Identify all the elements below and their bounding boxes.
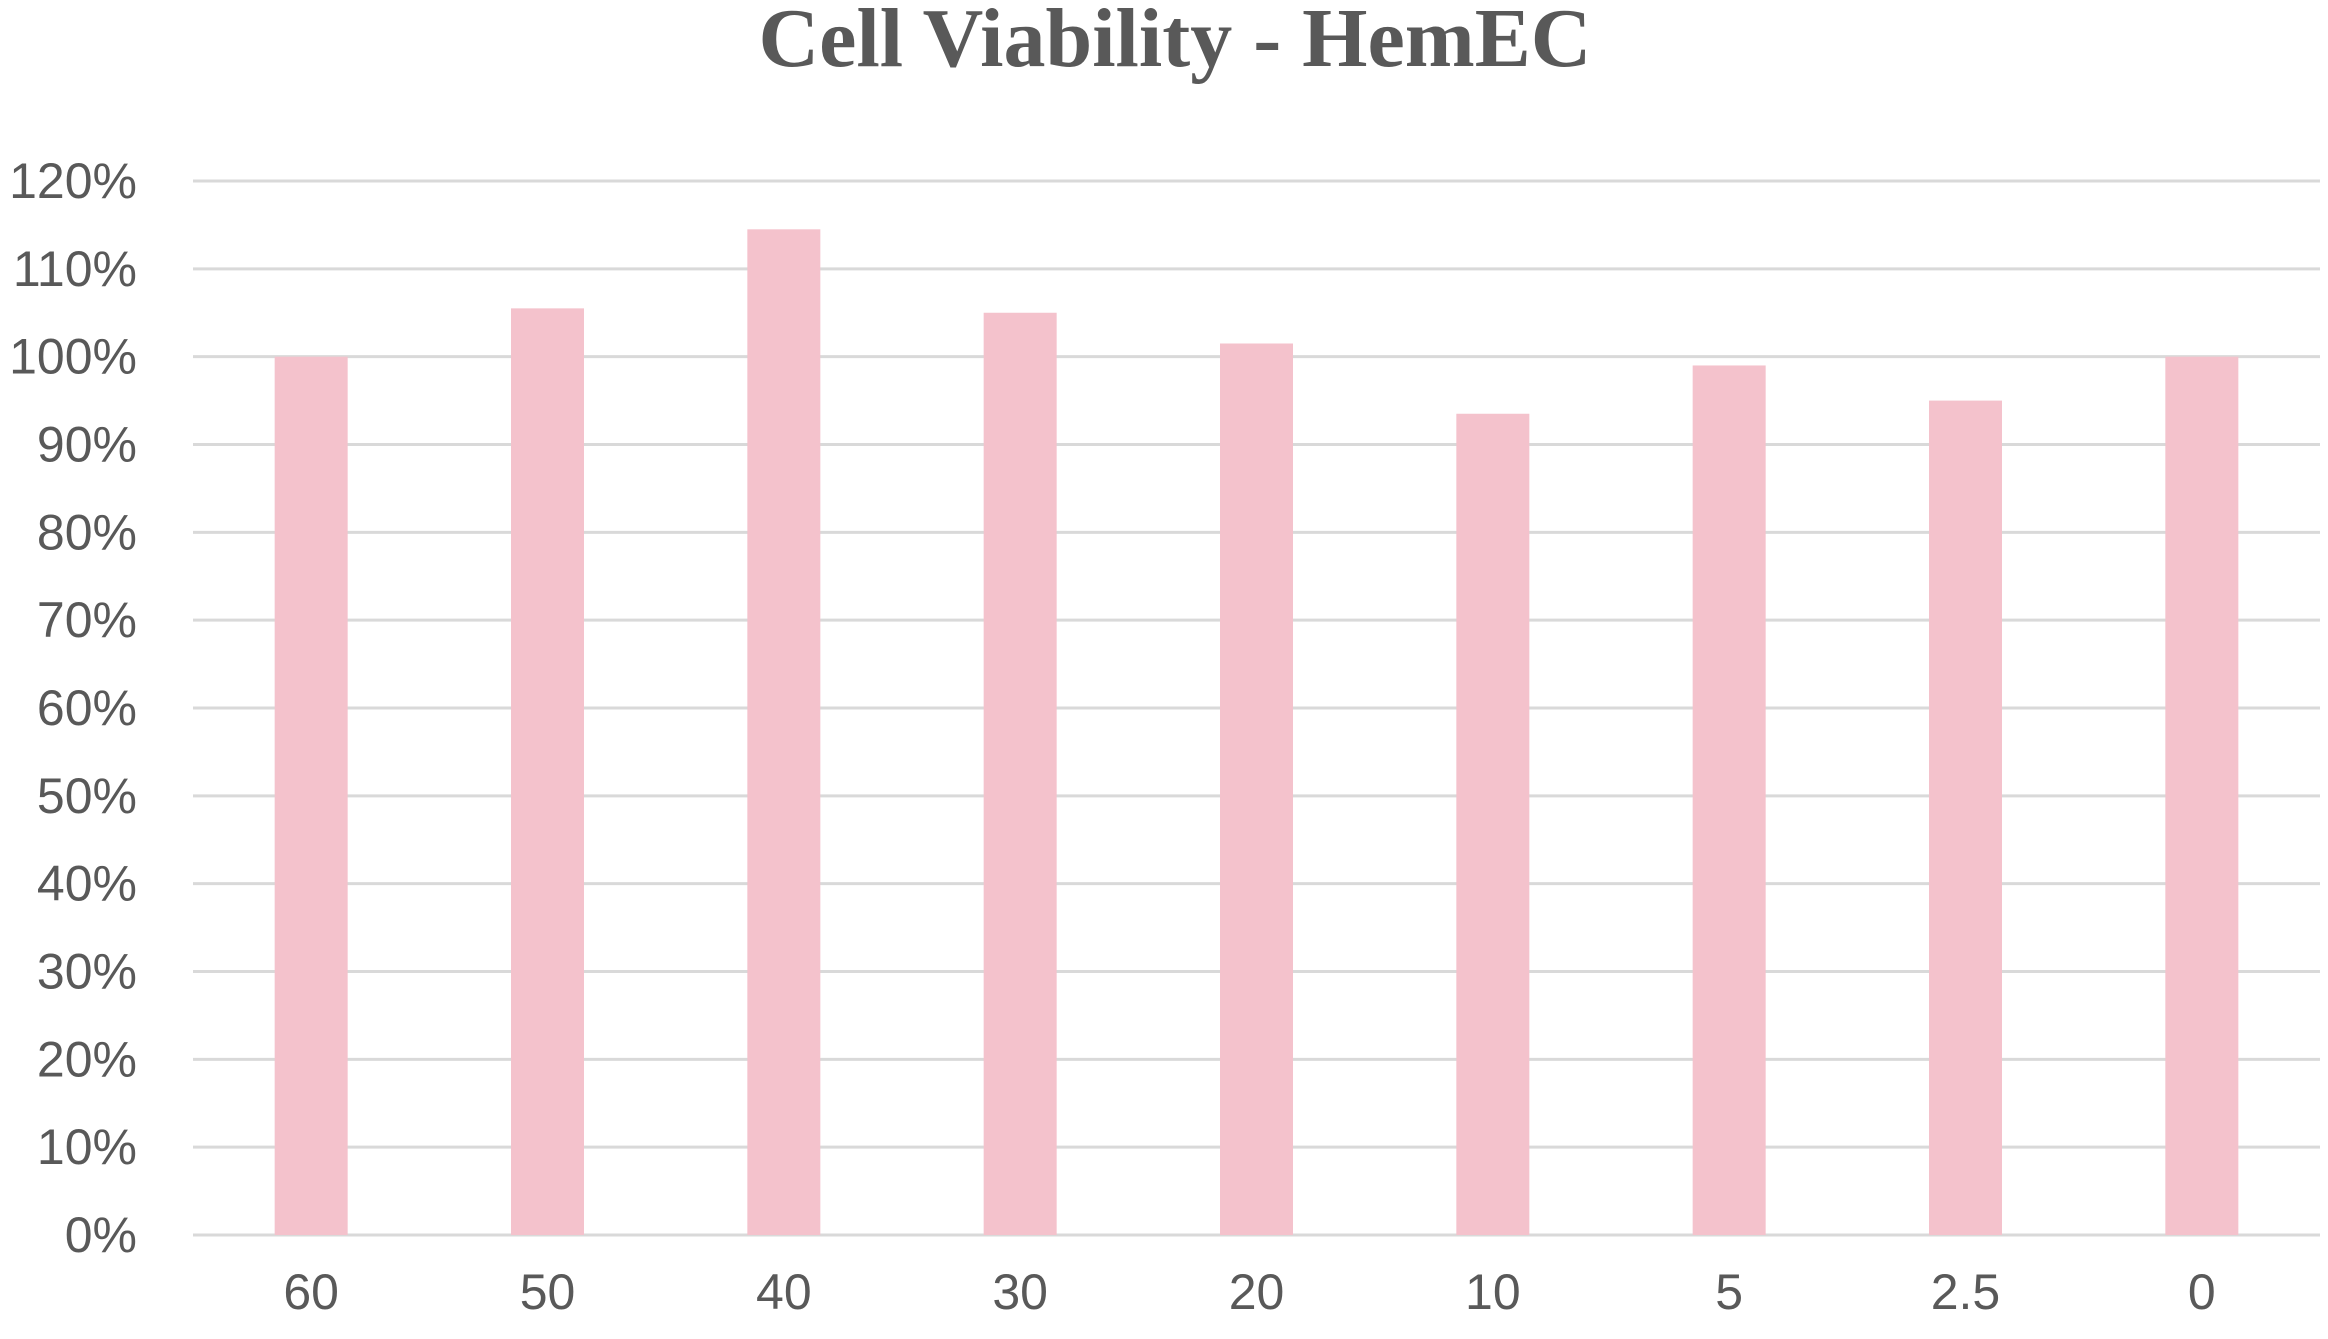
y-tick-label: 90% [37, 417, 137, 473]
chart-title: Cell Viability - HemEC [759, 0, 1592, 85]
bar-10 [1456, 413, 1530, 1236]
x-axis-tick-labels: 60 50 40 30 20 10 5 2.5 0 [283, 1264, 2215, 1320]
y-tick-label: 70% [37, 592, 137, 648]
x-tick-label: 5 [1715, 1264, 1743, 1320]
bar-30 [983, 312, 1057, 1235]
bars [274, 229, 2239, 1236]
bar-40 [747, 229, 821, 1235]
x-tick-label: 0 [2188, 1264, 2216, 1320]
bar-50 [511, 308, 584, 1235]
y-tick-label: 50% [37, 768, 137, 824]
y-tick-label: 100% [9, 329, 137, 385]
x-tick-label: 10 [1465, 1264, 1521, 1320]
x-tick-label: 40 [756, 1264, 812, 1320]
y-tick-label: 40% [37, 856, 137, 912]
y-tick-label: 120% [9, 153, 137, 209]
y-axis-tick-labels: 0% 10% 20% 30% 40% 50% 60% 70% 80% 90% 100% 110% 120… [9, 153, 137, 1263]
bar-20 [1220, 343, 1293, 1235]
x-tick-label: 50 [520, 1264, 576, 1320]
y-tick-label: 10% [37, 1119, 137, 1175]
x-tick-label: 2.5 [1931, 1264, 2001, 1320]
x-tick-label: 20 [1229, 1264, 1285, 1320]
y-tick-label: 110% [13, 241, 137, 297]
x-tick-label: 60 [283, 1264, 339, 1320]
x-tick-label: 30 [992, 1264, 1048, 1320]
bar-0 [2165, 356, 2239, 1236]
y-tick-label: 20% [37, 1031, 137, 1087]
y-tick-label: 30% [37, 944, 137, 1000]
bar-60 [274, 356, 348, 1236]
y-tick-label: 0% [65, 1207, 137, 1263]
y-tick-label: 60% [37, 680, 137, 736]
bar-5 [1692, 365, 1766, 1235]
y-tick-label: 80% [37, 504, 137, 560]
bar-2.5 [1929, 400, 2002, 1235]
